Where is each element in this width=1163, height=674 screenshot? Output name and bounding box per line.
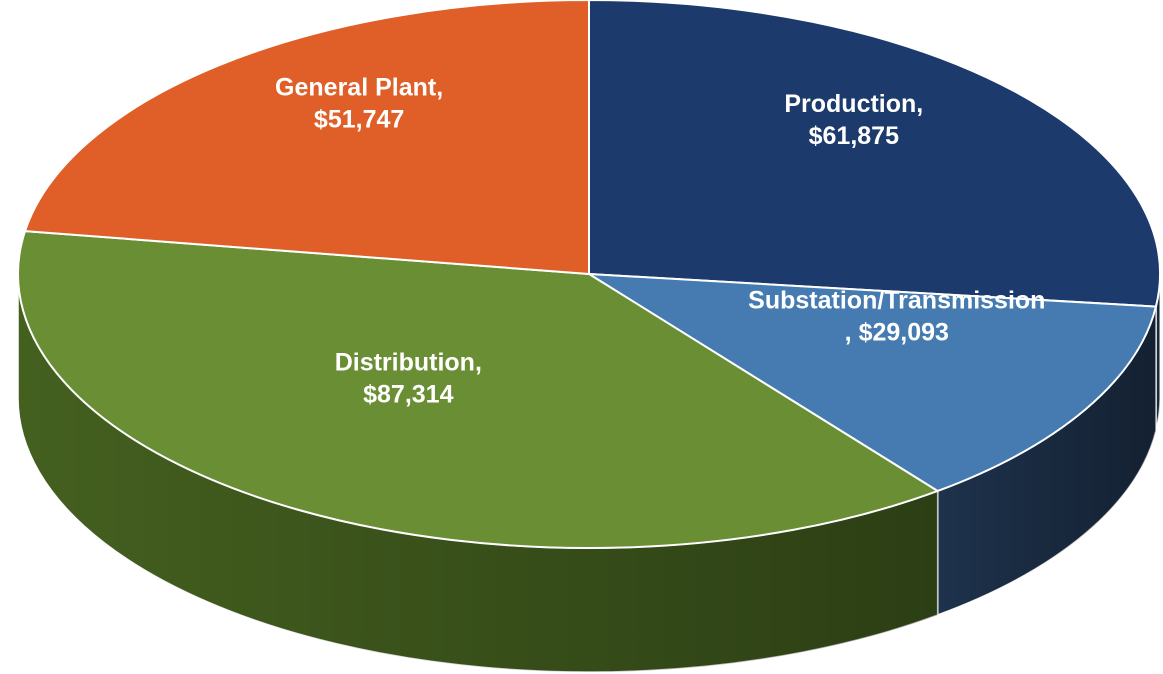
- slice-value-label: $51,747: [314, 105, 404, 133]
- pie-slice: [588, 0, 1161, 308]
- slice-value-label: $87,314: [363, 381, 453, 409]
- slice-category-label: Production,: [784, 90, 923, 118]
- slice-category-label: General Plant,: [275, 73, 443, 101]
- slice-value-label: $61,875: [809, 122, 899, 150]
- pie-slice: [17, 230, 940, 549]
- pie-slice: [23, 0, 590, 276]
- pie-side-shade: [937, 306, 1156, 615]
- slice-value-label: , $29,093: [845, 319, 949, 347]
- pie-side-shade: [1155, 274, 1160, 431]
- slice-category-label: Distribution,: [335, 349, 482, 377]
- pie-slice: [588, 273, 1158, 493]
- slice-category-label: Substation/Transmission: [748, 287, 1045, 315]
- pie-side-shade: [18, 274, 938, 672]
